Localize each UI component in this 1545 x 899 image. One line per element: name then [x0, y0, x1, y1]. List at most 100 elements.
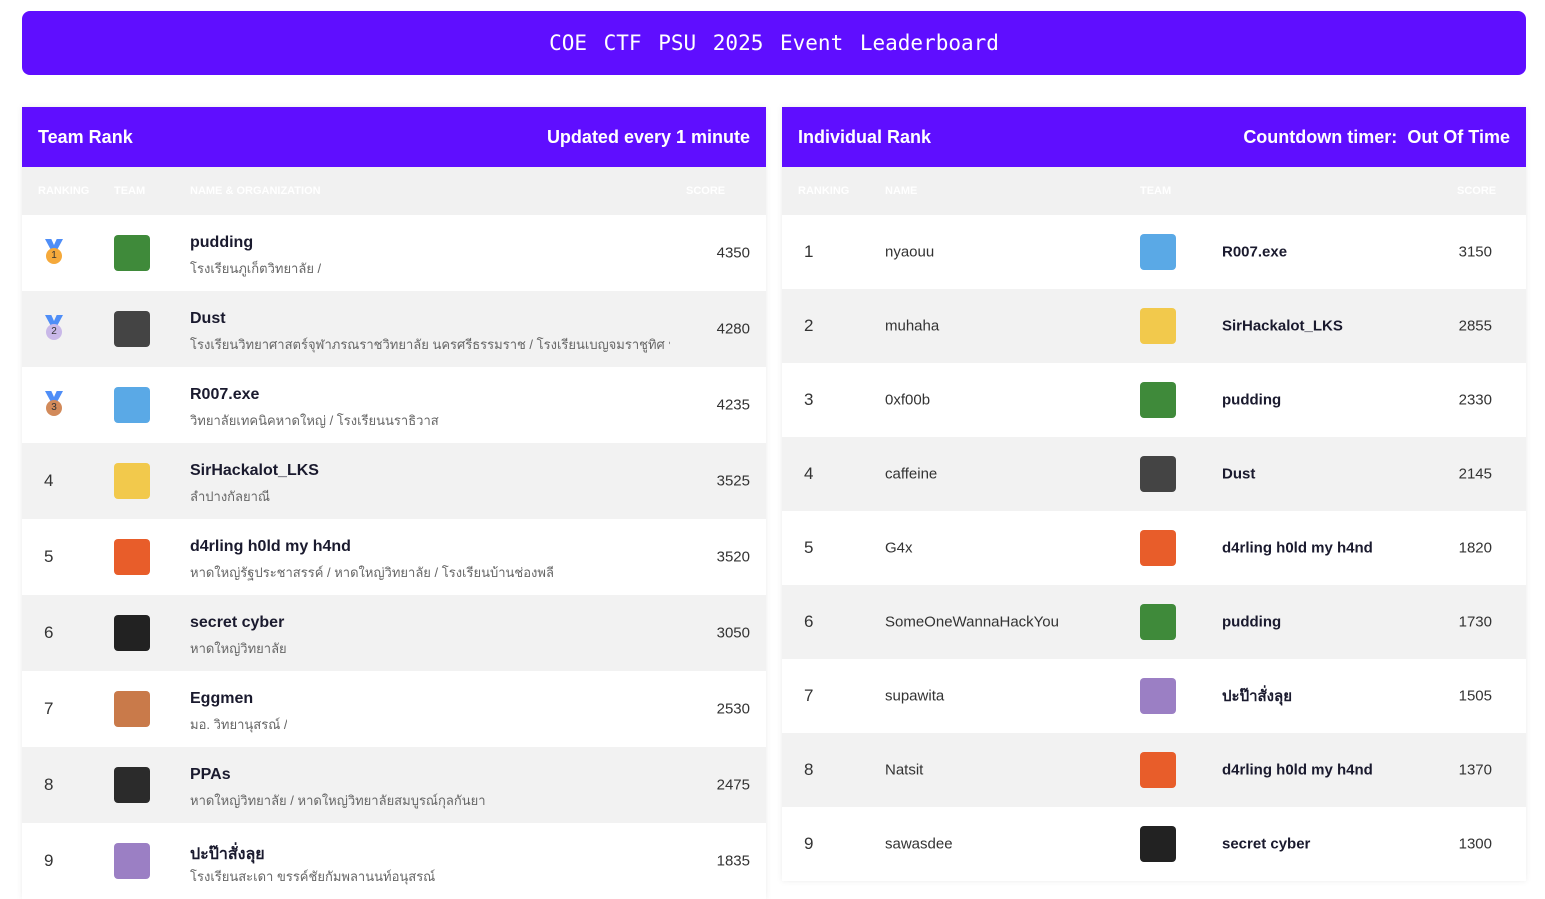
rank: 7: [44, 699, 54, 718]
team-organization: โรงเรียนภูเก็ตวิทยาลัย /: [190, 261, 322, 276]
countdown-value: Out Of Time: [1407, 126, 1510, 147]
table-row[interactable]: 9 ปะป๊าสั่งลุย โรงเรียนสะเดา ขรรค์ชัยกัม…: [22, 823, 766, 899]
rank: 6: [804, 612, 814, 631]
table-row[interactable]: 5 d4rling h0ld my h4nd หาดใหญ่รัฐประชาสร…: [22, 519, 766, 595]
col-score: SCORE: [1457, 185, 1497, 197]
team-name: d4rling h0ld my h4nd: [190, 538, 351, 555]
table-row[interactable]: 8 PPAs หาดใหญ่วิทยาลัย / หาดใหญ่วิทยาลัย…: [22, 747, 766, 823]
rank: 4: [44, 471, 54, 490]
gold-medal-icon: 1: [42, 239, 66, 267]
team-organization: หาดใหญ่วิทยาลัย: [190, 641, 287, 656]
team-name: pudding: [1222, 391, 1282, 409]
col-ranking: RANKING: [38, 185, 90, 197]
team-name: d4rling h0ld my h4nd: [1222, 761, 1373, 779]
score: 3150: [1458, 243, 1492, 261]
team-avatar: [1140, 678, 1176, 714]
score: 3525: [716, 472, 750, 490]
team-avatar: [114, 843, 150, 879]
team-organization: วิทยาลัยเทคนิคหาดใหญ่ / โรงเรียนนราธิวาส: [190, 413, 439, 428]
team-name: PPAs: [190, 766, 231, 783]
col-ranking: RANKING: [798, 185, 850, 197]
team-avatar: [1140, 530, 1176, 566]
bronze-medal-icon: 3: [42, 391, 66, 419]
player-name: 0xf00b: [885, 391, 931, 409]
team-avatar: [114, 767, 150, 803]
team-organization: หาดใหญ่รัฐประชาสรรค์ / หาดใหญ่วิทยาลัย /…: [190, 565, 554, 580]
team-organization: โรงเรียนสะเดา ขรรค์ชัยกัมพลานนท์อนุสรณ์: [190, 869, 436, 884]
team-avatar: [114, 463, 150, 499]
team-avatar: [1140, 826, 1176, 862]
col-score: SCORE: [686, 185, 726, 197]
team-name: Dust: [1222, 465, 1256, 483]
rank: 7: [804, 686, 814, 705]
score: 4350: [716, 244, 750, 262]
table-row[interactable]: 8 Natsit d4rling h0ld my h4nd 1370: [782, 733, 1526, 807]
team-organization: โรงเรียนวิทยาศาสตร์จุฬาภรณราชวิทยาลัย นค…: [190, 337, 670, 352]
score: 1505: [1458, 687, 1492, 705]
team-avatar: [114, 235, 150, 271]
col-name: NAME: [885, 185, 918, 197]
team-organization: ลำปางกัลยาณี: [190, 489, 270, 504]
team-avatar: [114, 311, 150, 347]
player-name: Natsit: [885, 761, 924, 779]
table-row[interactable]: 6 secret cyber หาดใหญ่วิทยาลัย 3050: [22, 595, 766, 671]
col-name-org: NAME & ORGANIZATION: [190, 185, 321, 197]
table-row[interactable]: 4 SirHackalot_LKS ลำปางกัลยาณี 3525: [22, 443, 766, 519]
table-row[interactable]: 2 Dust โรงเรียนวิทยาศาสตร์จุฬาภรณราชวิทย…: [22, 291, 766, 367]
rank: 5: [44, 547, 54, 566]
team-name: R007.exe: [190, 386, 260, 403]
team-rank-panel: Team Rank Updated every 1 minute RANKING…: [22, 107, 766, 899]
team-avatar: [1140, 234, 1176, 270]
rank: 9: [44, 851, 54, 870]
team-name: SirHackalot_LKS: [1222, 317, 1343, 335]
team-name: d4rling h0ld my h4nd: [1222, 539, 1373, 557]
score: 2145: [1458, 465, 1492, 483]
col-team: TEAM: [114, 185, 146, 197]
player-name: supawita: [885, 687, 945, 705]
score: 1835: [716, 852, 750, 870]
rank: 1: [804, 242, 814, 261]
player-name: G4x: [885, 539, 913, 557]
team-rank-title: Team Rank: [38, 126, 133, 147]
team-name: pudding: [190, 234, 254, 251]
rank: 4: [804, 464, 814, 483]
col-team: TEAM: [1140, 185, 1172, 197]
player-name: sawasdee: [885, 835, 953, 853]
rank: 8: [804, 760, 814, 779]
rank: 3: [804, 390, 814, 409]
table-row[interactable]: 1 nyaouu R007.exe 3150: [782, 215, 1526, 289]
table-row[interactable]: 3 R007.exe วิทยาลัยเทคนิคหาดใหญ่ / โรงเร…: [22, 367, 766, 443]
table-row[interactable]: 9 sawasdee secret cyber 1300: [782, 807, 1526, 881]
team-avatar: [1140, 382, 1176, 418]
countdown-label: Countdown timer:: [1243, 126, 1398, 147]
team-organization: มอ. วิทยานุสรณ์ /: [190, 717, 288, 732]
individual-rank-title: Individual Rank: [798, 126, 932, 147]
team-name: Dust: [190, 310, 226, 327]
team-avatar: [1140, 604, 1176, 640]
score: 2330: [1458, 391, 1492, 409]
table-row[interactable]: 6 SomeOneWannaHackYou pudding 1730: [782, 585, 1526, 659]
table-row[interactable]: 2 muhaha SirHackalot_LKS 2855: [782, 289, 1526, 363]
team-name: secret cyber: [1222, 835, 1311, 853]
rank: 9: [804, 834, 814, 853]
score: 2530: [716, 700, 750, 718]
individual-rank-panel: Individual Rank Countdown timer: Out Of …: [782, 107, 1526, 881]
team-avatar: [114, 539, 150, 575]
score: 3520: [716, 548, 750, 566]
score: 3050: [716, 624, 750, 642]
individual-rank-header: Individual Rank Countdown timer: Out Of …: [782, 107, 1526, 167]
score: 4235: [716, 396, 750, 414]
table-row[interactable]: 7 Eggmen มอ. วิทยานุสรณ์ / 2530: [22, 671, 766, 747]
table-row[interactable]: 1 pudding โรงเรียนภูเก็ตวิทยาลัย / 4350: [22, 215, 766, 291]
player-name: SomeOneWannaHackYou: [885, 613, 1059, 631]
table-row[interactable]: 5 G4x d4rling h0ld my h4nd 1820: [782, 511, 1526, 585]
table-row[interactable]: 4 caffeine Dust 2145: [782, 437, 1526, 511]
score: 1370: [1458, 761, 1492, 779]
rank: 5: [804, 538, 814, 557]
page-title: COE CTF PSU 2025 Event Leaderboard: [22, 11, 1526, 75]
silver-medal-icon: 2: [42, 315, 66, 343]
table-row[interactable]: 3 0xf00b pudding 2330: [782, 363, 1526, 437]
team-avatar: [1140, 456, 1176, 492]
update-interval: Updated every 1 minute: [546, 126, 750, 147]
table-row[interactable]: 7 supawita ปะป๊าสั่งลุย 1505: [782, 659, 1526, 733]
